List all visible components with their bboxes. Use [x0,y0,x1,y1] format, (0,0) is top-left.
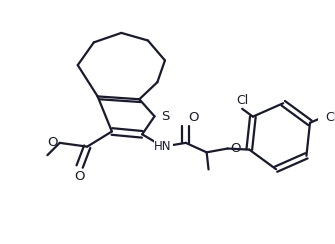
Text: Cl: Cl [325,111,335,124]
Text: O: O [230,142,241,155]
Text: HN: HN [154,140,172,153]
Text: Cl: Cl [236,94,248,107]
Text: O: O [47,136,58,149]
Text: S: S [161,110,170,123]
Text: O: O [189,111,199,124]
Text: O: O [74,170,85,183]
